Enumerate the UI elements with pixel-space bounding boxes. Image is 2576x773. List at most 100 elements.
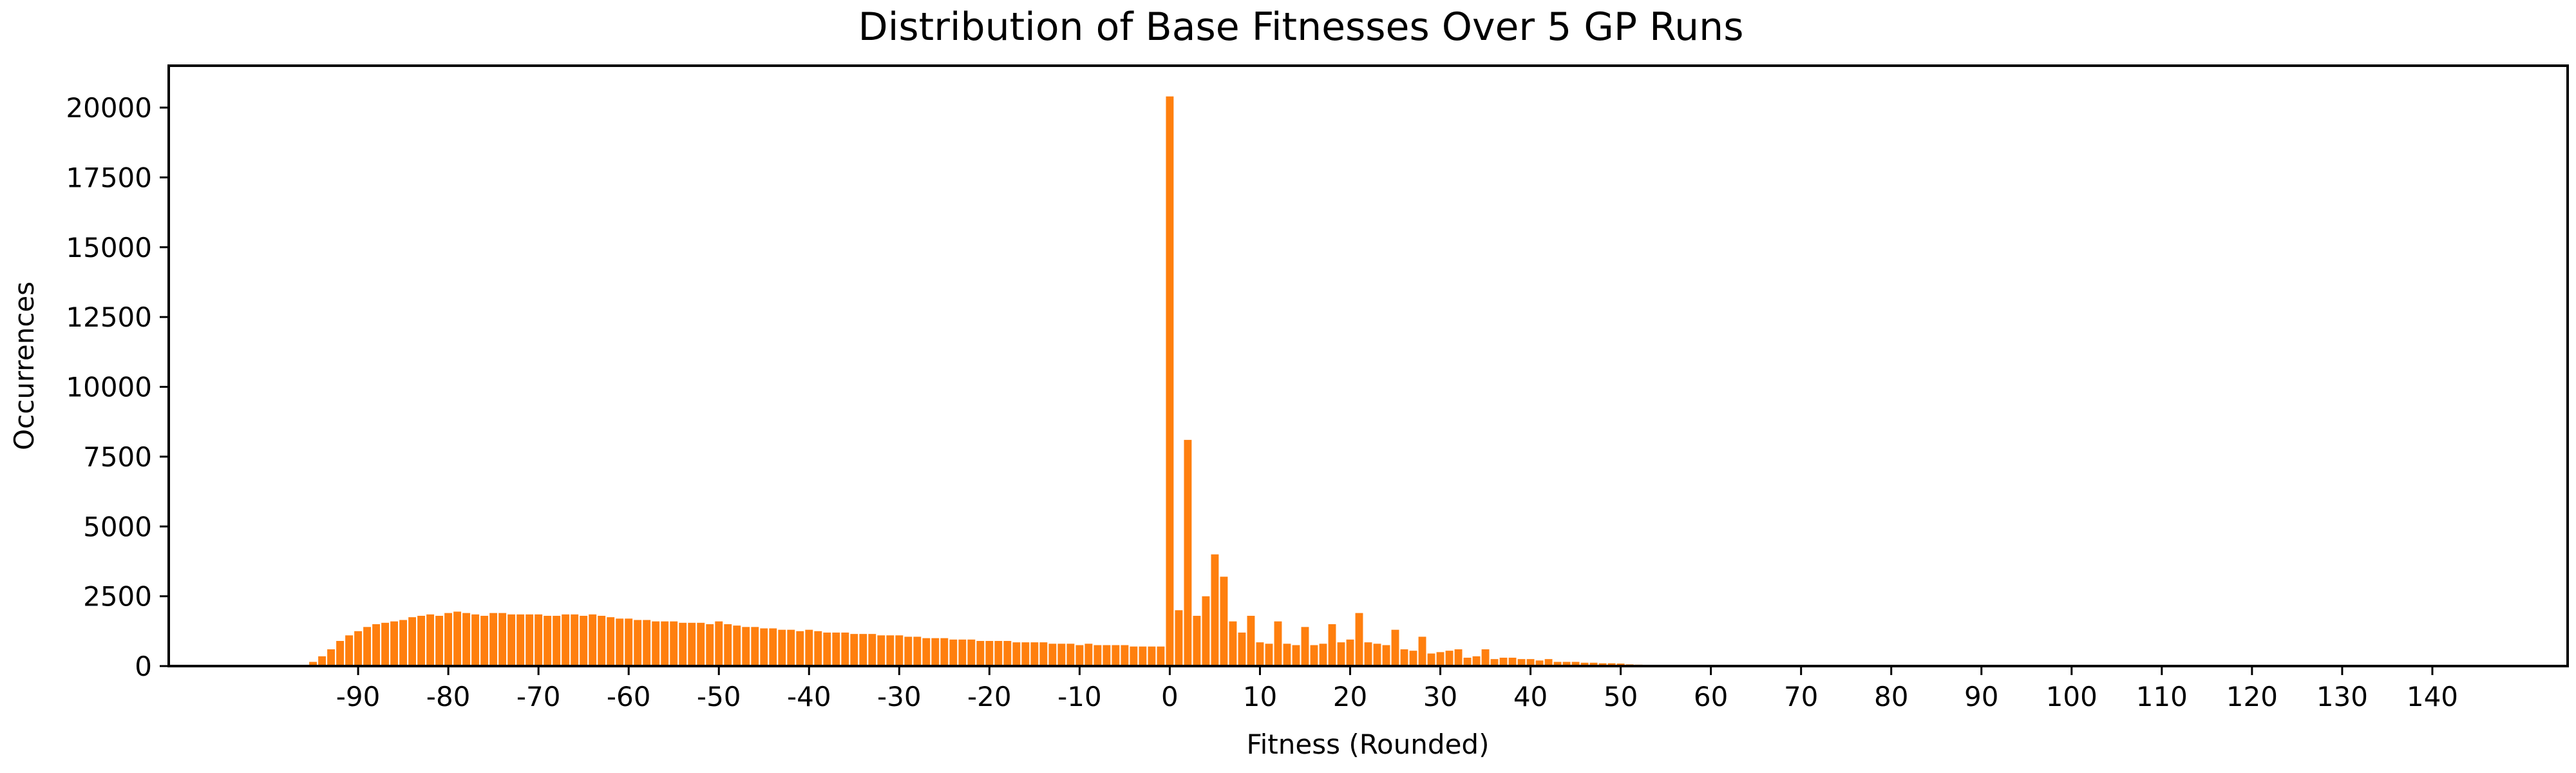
bar <box>1346 639 1354 666</box>
x-tick-label: -30 <box>877 681 922 712</box>
bar <box>1481 649 1490 666</box>
bar <box>1256 642 1264 666</box>
bar <box>976 640 985 666</box>
bar <box>1355 613 1363 666</box>
bar <box>670 621 678 666</box>
bar <box>1148 646 1156 666</box>
bar <box>805 629 813 666</box>
bar <box>1283 644 1291 666</box>
bar <box>1103 645 1111 666</box>
bar <box>399 620 408 666</box>
x-axis-ticks: -90 -80 -70 -60 -50 -40 -30 -20 -10 0 10 20 30 40 50 60… <box>336 666 2458 712</box>
bar <box>1328 624 1336 666</box>
bar <box>408 617 417 666</box>
x-tick-label: 30 <box>1423 681 1457 712</box>
bar <box>1337 642 1345 666</box>
bar <box>1427 653 1435 666</box>
x-tick-label: 10 <box>1243 681 1277 712</box>
y-tick-label: 12500 <box>66 301 152 333</box>
bar <box>489 613 498 666</box>
bar <box>1490 659 1499 666</box>
bar <box>1580 662 1589 666</box>
bar <box>679 622 687 666</box>
y-tick-label: 20000 <box>66 92 152 124</box>
x-tick-label: 130 <box>2316 681 2368 712</box>
bar <box>1003 640 1012 666</box>
bar <box>886 635 895 666</box>
x-tick-label: 70 <box>1784 681 1818 712</box>
bar <box>1562 662 1571 666</box>
bars-group <box>309 96 1697 666</box>
x-tick-label: 60 <box>1694 681 1728 712</box>
bar <box>462 613 471 666</box>
plot-frame <box>167 64 2569 667</box>
x-tick-label: 50 <box>1604 681 1638 712</box>
bar <box>1391 629 1399 666</box>
bar <box>1166 96 1174 666</box>
bar <box>1373 644 1381 666</box>
bar <box>895 635 904 666</box>
bar <box>1544 659 1553 666</box>
bar <box>1499 658 1508 666</box>
bar <box>309 662 317 666</box>
bar <box>1247 615 1255 666</box>
bar <box>1039 642 1048 666</box>
bar <box>1229 621 1237 666</box>
bar <box>390 621 399 666</box>
x-tick-label: 120 <box>2226 681 2278 712</box>
bar <box>1553 662 1562 666</box>
bar <box>1517 659 1526 666</box>
x-tick-label: -70 <box>516 681 561 712</box>
bar <box>1084 644 1093 666</box>
bar <box>697 622 705 666</box>
bar <box>778 629 786 666</box>
bar <box>345 635 354 666</box>
bar <box>1454 649 1463 666</box>
bar <box>1445 651 1454 666</box>
bar <box>1598 663 1607 666</box>
x-tick-label: -90 <box>336 681 381 712</box>
bar <box>1607 663 1616 666</box>
bar <box>1409 651 1417 666</box>
bar <box>787 629 795 666</box>
bar <box>1589 662 1598 666</box>
bar <box>381 622 390 666</box>
bar <box>571 614 579 666</box>
x-tick-label: 20 <box>1333 681 1367 712</box>
bar <box>480 615 489 666</box>
bar <box>634 620 642 666</box>
bar <box>1121 645 1129 666</box>
bar <box>1112 645 1120 666</box>
bar <box>516 614 525 666</box>
bar <box>318 656 327 666</box>
bar <box>967 639 976 666</box>
bar <box>354 631 363 666</box>
y-tick-label: 5000 <box>83 511 152 542</box>
bar <box>1094 645 1102 666</box>
bar <box>327 649 336 666</box>
bar <box>507 614 516 666</box>
y-axis-label: Occurrences <box>8 282 40 450</box>
bar <box>1364 642 1372 666</box>
bar <box>652 621 660 666</box>
x-tick-label: 40 <box>1513 681 1548 712</box>
bar <box>444 613 453 666</box>
bar <box>435 615 444 666</box>
bar <box>498 613 507 666</box>
bar <box>706 624 714 666</box>
y-tick-label: 17500 <box>66 162 152 193</box>
bar <box>363 627 372 666</box>
x-tick-label: 90 <box>1964 681 1998 712</box>
bar <box>1021 642 1030 666</box>
bar <box>1066 644 1075 666</box>
bar <box>417 615 426 666</box>
bar <box>940 638 949 666</box>
bar <box>526 614 534 666</box>
bar <box>1130 646 1138 666</box>
bar <box>589 614 597 666</box>
bar <box>553 615 561 666</box>
bar <box>922 638 931 666</box>
bar <box>562 614 570 666</box>
bar <box>1526 659 1535 666</box>
